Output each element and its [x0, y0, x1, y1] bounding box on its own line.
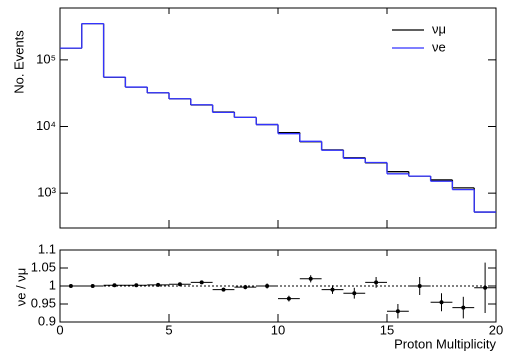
- y-tick-label: 1.1: [38, 241, 56, 256]
- data-point: [308, 276, 313, 281]
- y-tick-label: 1: [49, 277, 56, 292]
- data-point: [265, 284, 270, 288]
- data-point: [156, 282, 161, 287]
- legend-label: νμ: [432, 21, 446, 36]
- x-tick-label: 10: [271, 322, 285, 337]
- legend-label: νe: [432, 39, 446, 54]
- data-point: [90, 284, 95, 288]
- data-point: [286, 296, 291, 301]
- y-tick-label: 10⁴: [36, 118, 56, 133]
- data-point: [177, 282, 182, 287]
- data-point: [374, 280, 379, 285]
- y-axis-label: No. Events: [11, 30, 26, 94]
- data-point: [483, 285, 488, 290]
- data-point: [330, 287, 335, 292]
- x-tick-label: 20: [489, 322, 503, 337]
- data-point: [112, 283, 117, 288]
- y-axis-label: νe / νμ: [13, 268, 28, 307]
- data-point: [352, 291, 357, 296]
- y-tick-label: 0.95: [31, 295, 56, 310]
- data-point: [68, 284, 73, 288]
- data-point: [417, 284, 422, 288]
- data-point: [243, 285, 248, 290]
- y-tick-label: 10³: [37, 185, 56, 200]
- x-tick-label: 5: [165, 322, 172, 337]
- data-point: [395, 309, 400, 314]
- y-tick-label: 10⁵: [36, 51, 56, 66]
- data-point: [461, 305, 466, 310]
- data-point: [199, 280, 204, 285]
- x-tick-label: 15: [380, 322, 394, 337]
- plot-frame: [59, 7, 497, 229]
- data-point: [439, 300, 444, 305]
- data-point: [134, 283, 139, 288]
- x-tick-label: 0: [56, 322, 63, 337]
- data-point: [221, 287, 226, 292]
- x-axis-label: Proton Multiplicity: [394, 336, 496, 351]
- y-tick-label: 1.05: [31, 259, 56, 274]
- y-tick-label: 0.9: [38, 313, 56, 328]
